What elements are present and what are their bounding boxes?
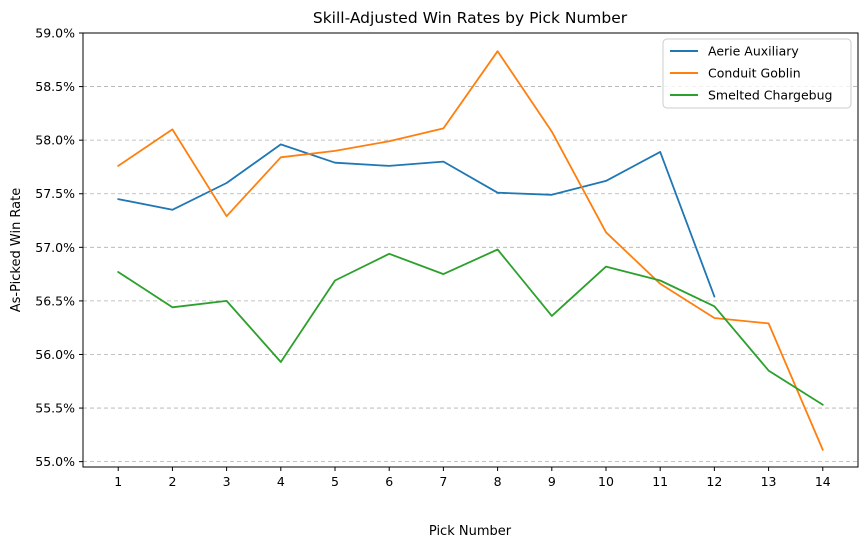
x-tick-label: 9 (548, 474, 556, 489)
x-tick-label: 7 (439, 474, 447, 489)
x-tick-label: 8 (494, 474, 502, 489)
y-tick-label: 55.5% (35, 401, 75, 416)
legend-label-aerie-auxiliary: Aerie Auxiliary (708, 44, 799, 59)
y-tick-label: 58.5% (35, 79, 75, 94)
chart-title: Skill-Adjusted Win Rates by Pick Number (313, 9, 628, 27)
y-axis: 55.0% 55.5% 56.0% 56.5% 57.0% 57.5% 58.0% 58.5%… (35, 26, 83, 469)
legend-items: Aerie Auxiliary Conduit Goblin Smelted Cha… (670, 44, 832, 103)
x-tick-label: 3 (223, 474, 231, 489)
x-tick-label: 6 (385, 474, 393, 489)
x-tick-label: 11 (652, 474, 668, 489)
y-tick-label: 59.0% (35, 26, 75, 41)
y-tick-label: 55.0% (35, 454, 75, 469)
x-tick-label: 2 (168, 474, 176, 489)
legend-box (662, 38, 852, 109)
x-axis-label: Pick Number (429, 524, 512, 539)
series-line-conduit-goblin (117, 50, 824, 451)
x-tick-label: 14 (815, 474, 831, 489)
y-tick-label: 58.0% (35, 133, 75, 148)
x-tick-label: 12 (706, 474, 722, 489)
x-tick-label: 10 (598, 474, 614, 489)
y-tick-label: 56.5% (35, 293, 75, 308)
series-line-smelted-chargebug (117, 248, 824, 406)
x-tick-label: 4 (277, 474, 285, 489)
x-tick-label: 1 (114, 474, 122, 489)
y-axis-label: As-Picked Win Rate (9, 188, 24, 312)
y-tick-label: 57.5% (35, 186, 75, 201)
plot-frame (82, 32, 859, 468)
series-line-aerie-auxiliary (117, 143, 716, 298)
x-axis: 1 2 3 4 5 6 7 8 9 10 11 12 13 14 (114, 467, 831, 489)
x-tick-label: 5 (331, 474, 339, 489)
series-lines (117, 50, 824, 451)
legend-label-smelted-chargebug: Smelted Chargebug (708, 88, 832, 103)
y-tick-label: 56.0% (35, 347, 75, 362)
x-tick-label: 13 (761, 474, 777, 489)
y-tick-label: 57.0% (35, 240, 75, 255)
legend: Aerie Auxiliary Conduit Goblin Smelted Cha… (662, 38, 852, 109)
legend-label-conduit-goblin: Conduit Goblin (708, 66, 801, 81)
